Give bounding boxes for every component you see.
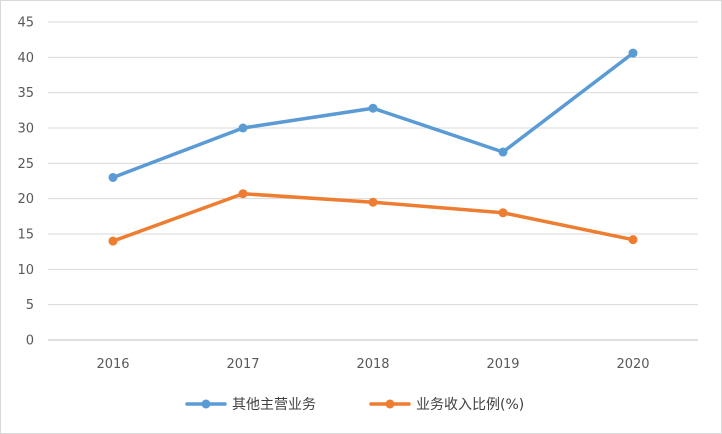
- data-point: [368, 103, 378, 113]
- data-point: [108, 236, 118, 246]
- data-point: [498, 147, 508, 157]
- data-point: [498, 208, 508, 218]
- legend-label: 其他主营业务: [232, 397, 316, 413]
- y-axis-ticks: 0 5 10 15 20 25 30 35 40 45: [17, 16, 34, 349]
- data-point: [368, 197, 378, 207]
- y-tick-label: 40: [17, 51, 34, 66]
- series-layer: [108, 48, 638, 246]
- x-tick-label: 2018: [356, 357, 389, 372]
- legend-swatch-marker: [385, 399, 395, 409]
- y-tick-label: 30: [17, 122, 34, 137]
- legend: 其他主营业务 业务收入比例(%): [185, 397, 524, 413]
- data-point: [238, 189, 248, 199]
- series-line-0: [111, 51, 635, 180]
- data-point: [108, 172, 118, 182]
- data-point: [628, 235, 638, 245]
- y-tick-label: 10: [17, 263, 34, 278]
- y-tick-label: 45: [17, 16, 34, 31]
- x-axis-ticks: 2016 2017 2018 2019 2020: [96, 357, 649, 372]
- y-tick-label: 15: [17, 228, 34, 243]
- x-tick-label: 2017: [226, 357, 259, 372]
- x-tick-label: 2019: [486, 357, 519, 372]
- x-tick-label: 2020: [616, 357, 649, 372]
- legend-label: 业务收入比例(%): [416, 397, 524, 413]
- x-tick-label: 2016: [96, 357, 129, 372]
- y-tick-label: 0: [26, 334, 34, 349]
- gridlines: [48, 21, 698, 341]
- y-tick-label: 5: [26, 298, 34, 313]
- y-tick-label: 25: [17, 157, 34, 172]
- legend-swatch-marker: [201, 399, 211, 409]
- y-tick-label: 20: [17, 192, 34, 207]
- y-tick-label: 35: [17, 86, 34, 101]
- data-point: [628, 48, 638, 58]
- data-point: [238, 123, 248, 133]
